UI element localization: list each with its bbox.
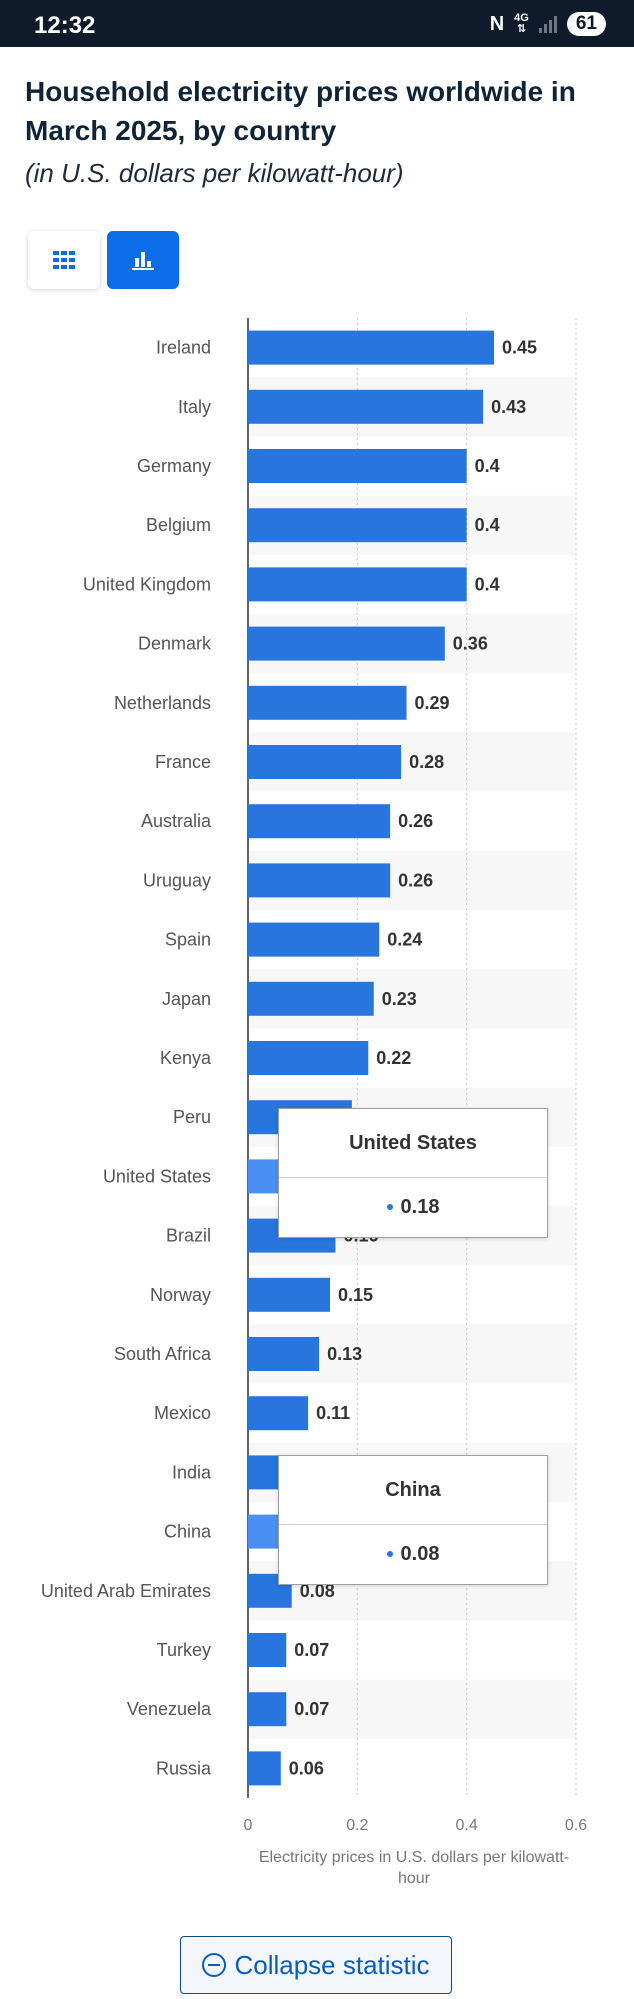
bar	[248, 1277, 330, 1312]
bar	[248, 1337, 320, 1371]
bar	[248, 1633, 287, 1667]
value-label: 0.15	[338, 1285, 373, 1305]
x-tick-label: 0.4	[456, 1817, 478, 1834]
category-label: Japan	[162, 989, 211, 1009]
tooltip-china: China 0.08	[278, 1455, 548, 1585]
signal-icon	[538, 15, 557, 33]
category-label: United States	[103, 1166, 211, 1186]
category-label: Italy	[178, 397, 211, 417]
category-label: Russia	[156, 1758, 212, 1778]
category-label: France	[155, 752, 211, 772]
x-tick-label: 0.6	[565, 1817, 587, 1834]
bar	[248, 1041, 369, 1075]
value-label: 0.08	[300, 1581, 335, 1601]
value-label: 0.26	[398, 811, 433, 831]
category-label: Belgium	[146, 515, 211, 535]
bar	[248, 626, 445, 661]
tooltip-value-row: 0.08	[279, 1525, 547, 1583]
bar-chart: 0 0.2 0.4 0.6 Ireland 0.45 Italy 0.43 Germany 0.4…	[41, 318, 587, 1887]
bar	[248, 981, 374, 1016]
category-label: Peru	[173, 1107, 211, 1127]
category-label: United Kingdom	[83, 574, 211, 594]
network-type: 4G ⇅	[514, 12, 529, 35]
category-label: Norway	[150, 1285, 211, 1305]
category-label: China	[164, 1522, 212, 1542]
tooltip-value: 0.08	[400, 1542, 440, 1565]
chart-view-button[interactable]	[107, 231, 179, 289]
category-label: United Arab Emirates	[41, 1581, 211, 1601]
bar	[248, 1692, 287, 1727]
value-label: 0.43	[491, 397, 526, 417]
row-stripe	[248, 1679, 576, 1739]
category-label: Denmark	[138, 634, 212, 654]
value-label: 0.4	[475, 456, 500, 476]
category-label: Uruguay	[143, 870, 211, 890]
tooltip-title: China	[279, 1456, 547, 1525]
collapse-statistic-button[interactable]: Collapse statistic	[180, 1936, 452, 1994]
category-label: South Africa	[114, 1344, 212, 1364]
value-label: 0.11	[316, 1403, 350, 1423]
value-label: 0.26	[398, 870, 433, 890]
value-label: 0.23	[382, 989, 417, 1009]
x-tick-label: 0.2	[346, 1817, 368, 1834]
bar	[248, 685, 407, 720]
category-label: Mexico	[154, 1403, 211, 1423]
series-dot-icon	[386, 1204, 393, 1210]
bar	[248, 804, 391, 839]
category-label: Turkey	[157, 1640, 211, 1660]
grid-icon	[53, 251, 75, 269]
category-label: Spain	[165, 930, 211, 950]
page-title: Household electricity prices worldwide i…	[25, 76, 576, 146]
bar	[248, 389, 484, 424]
value-label: 0.13	[327, 1344, 362, 1364]
status-bar: 12:32 N 4G ⇅ 61	[0, 0, 634, 47]
value-label: 0.28	[409, 752, 444, 772]
tooltip-title: United States	[279, 1109, 547, 1178]
bar	[248, 449, 467, 483]
value-label: 0.4	[475, 515, 500, 535]
status-icons: N 4G ⇅ 61	[490, 12, 606, 36]
tooltip-united-states: United States 0.18	[278, 1108, 548, 1238]
status-time: 12:32	[34, 12, 96, 39]
bar-chart-icon	[132, 252, 154, 270]
value-label: 0.22	[376, 1048, 411, 1068]
series-dot-icon	[386, 1551, 393, 1557]
bar	[248, 745, 402, 779]
category-label: India	[172, 1462, 212, 1482]
minus-circle-icon	[202, 1953, 227, 1977]
value-label: 0.36	[453, 634, 488, 654]
category-label: Kenya	[160, 1048, 212, 1068]
category-label: Netherlands	[114, 693, 211, 713]
collapse-label: Collapse statistic	[234, 1949, 430, 1980]
value-label: 0.07	[294, 1640, 329, 1660]
bar	[248, 1751, 281, 1786]
category-label: Venezuela	[127, 1699, 212, 1719]
nfc-icon: N	[489, 12, 505, 35]
x-axis-title: Electricity prices in U.S. dollars per k…	[259, 1849, 569, 1887]
value-label: 0.4	[475, 574, 500, 594]
bar	[248, 922, 380, 957]
category-label: Ireland	[156, 338, 211, 358]
tooltip-value-row: 0.18	[279, 1178, 547, 1236]
bar	[248, 508, 467, 543]
category-label: Australia	[141, 811, 212, 831]
value-label: 0.29	[415, 693, 450, 713]
bar	[248, 1396, 309, 1431]
value-label: 0.24	[387, 930, 422, 950]
category-label: Germany	[137, 456, 211, 476]
table-view-button[interactable]	[28, 231, 100, 289]
category-label: Brazil	[166, 1226, 211, 1246]
bar	[248, 567, 467, 602]
value-label: 0.06	[289, 1758, 324, 1778]
bar	[248, 330, 494, 365]
tooltip-value: 0.18	[400, 1195, 440, 1218]
x-tick-label: 0	[244, 1817, 253, 1834]
value-label: 0.45	[502, 338, 537, 358]
bar	[248, 863, 391, 898]
page-subtitle: (in U.S. dollars per kilowatt-hour)	[25, 158, 404, 188]
battery-indicator: 61	[566, 12, 606, 36]
value-label: 0.07	[294, 1699, 329, 1719]
